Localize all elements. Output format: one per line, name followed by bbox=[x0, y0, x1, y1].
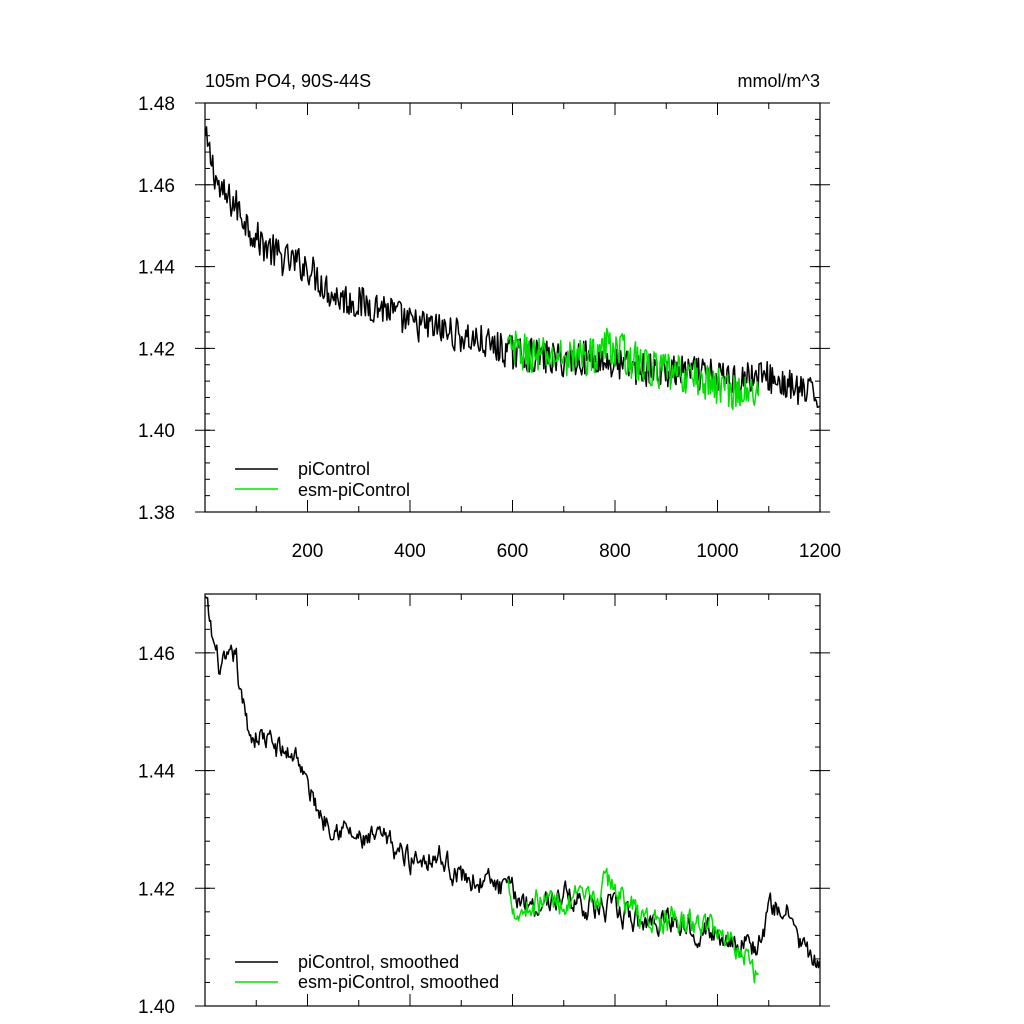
y-tick-label: 1.40 bbox=[138, 997, 175, 1018]
series-line-esm-picontrol bbox=[506, 327, 760, 411]
legend-label-esm-picontrol: esm-piControl bbox=[298, 480, 410, 500]
y-tick-label: 1.38 bbox=[138, 503, 175, 524]
axis-ticks: 1.40 1.42 1.44 1.46 bbox=[138, 594, 830, 1018]
legend-label-esm-picontrol-smoothed: esm-piControl, smoothed bbox=[298, 972, 499, 992]
series-line-picontrol-smoothed bbox=[205, 596, 820, 969]
plot-frame bbox=[204, 593, 821, 1007]
x-tick-label: 200 bbox=[292, 541, 324, 562]
chart-title: 105m PO4, 90S-44S bbox=[205, 71, 371, 91]
legend: piControl, smoothed esm-piControl, smoot… bbox=[235, 952, 499, 992]
series-line-esm-picontrol-smoothed bbox=[506, 867, 760, 984]
axis-ticks: 200 400 600 800 1000 1200 1.38 1.40 1.42 1.44 1.46… bbox=[138, 94, 841, 562]
y-tick-label: 1.46 bbox=[138, 176, 175, 197]
y-tick-label: 1.46 bbox=[138, 644, 175, 665]
series-group bbox=[205, 596, 820, 984]
x-tick-label: 400 bbox=[394, 541, 426, 562]
x-tick-label: 1000 bbox=[696, 541, 738, 562]
y-tick-label: 1.40 bbox=[138, 421, 175, 442]
series-line-picontrol bbox=[205, 126, 820, 408]
legend-label-picontrol: piControl bbox=[298, 459, 370, 479]
x-tick-label: 800 bbox=[599, 541, 631, 562]
x-tick-label: 600 bbox=[497, 541, 529, 562]
y-tick-label: 1.44 bbox=[138, 762, 175, 783]
bottom-chart-panel: 1.40 1.42 1.44 1.46 piControl, smoothed esm… bbox=[138, 593, 830, 1018]
y-tick-label: 1.42 bbox=[138, 879, 175, 900]
y-tick-label: 1.48 bbox=[138, 94, 175, 115]
y-tick-label: 1.42 bbox=[138, 339, 175, 360]
series-group bbox=[205, 126, 820, 411]
plot-frame bbox=[204, 102, 821, 513]
legend: piControl esm-piControl bbox=[235, 459, 410, 500]
x-tick-label: 1200 bbox=[799, 541, 841, 562]
y-tick-label: 1.44 bbox=[138, 258, 175, 279]
top-chart-panel: 105m PO4, 90S-44S mmol/m^3 200 400 600 800 1… bbox=[138, 71, 841, 562]
chart-units: mmol/m^3 bbox=[738, 71, 820, 91]
legend-label-picontrol-smoothed: piControl, smoothed bbox=[298, 952, 459, 972]
